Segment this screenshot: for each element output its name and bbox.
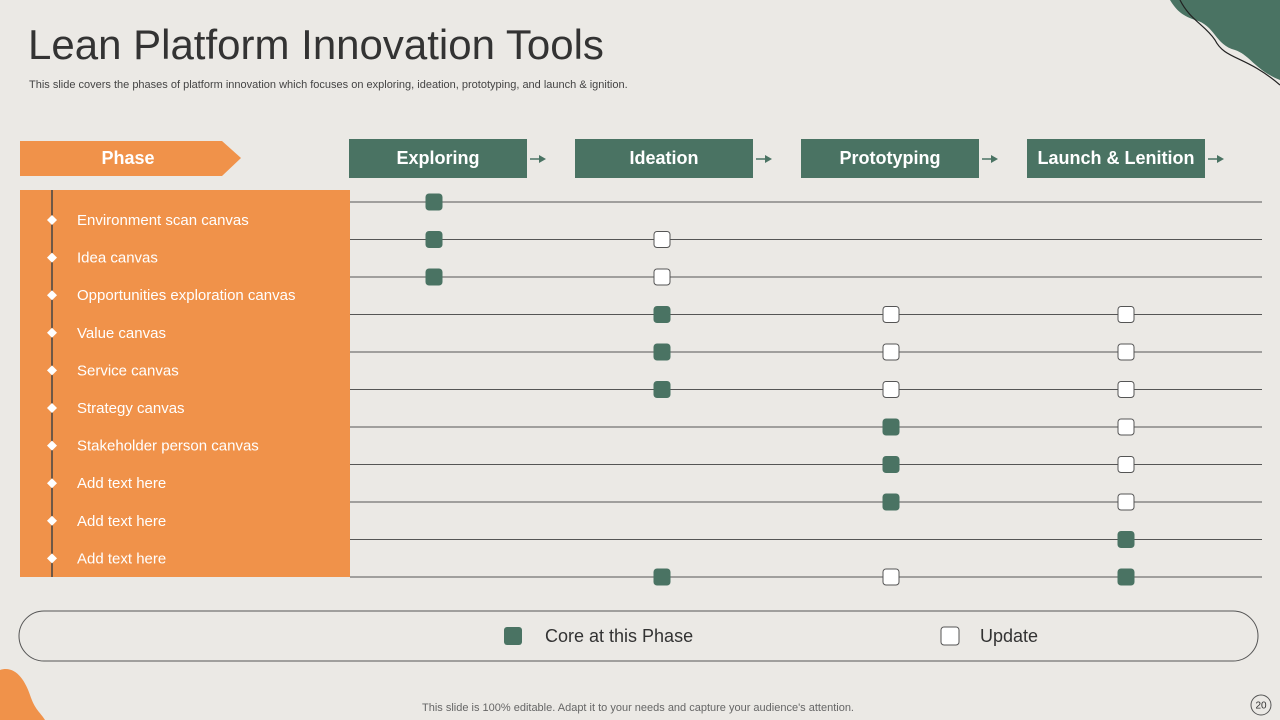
footer: This slide is 100% editable. Adapt it to… — [422, 702, 854, 714]
tool-label: Service canvas — [77, 362, 179, 379]
tool-label: Stakeholder person canvas — [77, 438, 259, 455]
update-marker — [653, 268, 671, 286]
core-marker — [882, 418, 900, 436]
update-marker — [1117, 493, 1135, 511]
tool-label: Add text here — [77, 550, 166, 567]
tool-diamond — [47, 440, 57, 451]
core-marker — [653, 568, 671, 586]
subtitle: This slide covers the phases of platform… — [29, 79, 628, 91]
core-marker — [653, 381, 671, 398]
tool-label: Value canvas — [77, 325, 166, 342]
legend-core-marker — [504, 627, 522, 645]
title: Lean Platform Innovation Tools — [28, 21, 604, 68]
update-marker — [1117, 306, 1135, 323]
decor-line — [1179, 0, 1280, 86]
update-marker — [1117, 343, 1135, 361]
tool-diamond — [47, 403, 57, 413]
tool-label: Idea canvas — [77, 250, 158, 267]
tool-label: Add text here — [77, 475, 166, 492]
phase-box — [801, 139, 979, 178]
core-marker — [882, 493, 900, 511]
tool-label: Environment scan canvas — [77, 212, 249, 229]
tool-diamond — [47, 553, 57, 564]
tool-label: Opportunities exploration canvas — [77, 287, 295, 304]
legend-box — [18, 610, 1259, 662]
core-marker — [1117, 568, 1135, 586]
phase-label: Launch & Lenition — [1038, 148, 1195, 168]
tool-label: Strategy canvas — [77, 400, 185, 417]
phase-arrow — [20, 141, 241, 176]
tool-diamond — [47, 290, 57, 301]
update-marker — [653, 231, 671, 248]
update-marker — [882, 568, 900, 586]
tools-panel — [20, 190, 350, 577]
core-marker — [425, 268, 443, 286]
page-number: 20 — [1255, 701, 1267, 712]
update-marker — [1117, 381, 1135, 398]
core-marker — [425, 193, 443, 211]
phase-box — [1027, 139, 1205, 178]
phase-box — [349, 139, 527, 178]
update-marker — [1117, 456, 1135, 473]
core-marker — [653, 306, 671, 323]
phase-box — [575, 139, 753, 178]
phase-arrow-head — [539, 155, 546, 163]
tool-label: Add text here — [77, 513, 166, 530]
tool-diamond — [47, 515, 57, 526]
legend-update: Update — [980, 626, 1038, 646]
update-marker — [882, 306, 900, 323]
core-marker — [425, 231, 443, 248]
tool-diamond — [47, 215, 57, 225]
tool-diamond — [47, 252, 57, 263]
core-marker — [882, 456, 900, 473]
core-marker — [1117, 531, 1135, 548]
tool-diamond — [47, 327, 57, 338]
update-marker — [882, 381, 900, 398]
core-marker — [653, 343, 671, 361]
phase-label: Ideation — [629, 148, 698, 168]
phase-arrow-head — [991, 155, 998, 163]
phase-header: Phase — [101, 148, 154, 168]
update-marker — [1117, 418, 1135, 436]
legend-core: Core at this Phase — [545, 626, 693, 646]
decor-bottom-left — [0, 669, 45, 720]
update-marker — [882, 343, 900, 361]
phase-label: Prototyping — [840, 148, 941, 168]
phase-label: Exploring — [396, 148, 479, 168]
legend-update-marker — [940, 626, 960, 646]
phase-arrow-head — [1217, 155, 1224, 163]
page-circle — [1250, 694, 1272, 716]
tool-diamond — [47, 478, 57, 489]
decor-top-right — [1170, 0, 1280, 80]
phase-arrow-head — [765, 155, 772, 163]
tool-diamond — [47, 365, 57, 376]
